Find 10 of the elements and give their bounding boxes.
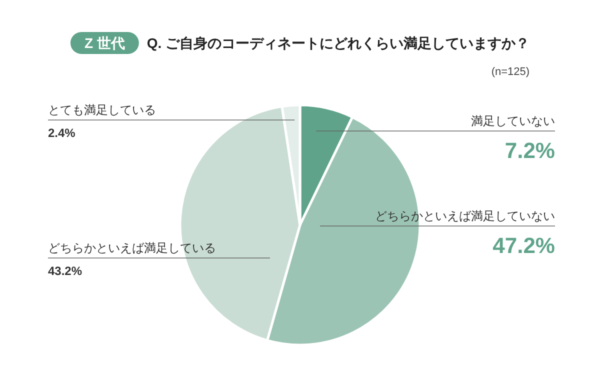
data-label: 2.4% bbox=[48, 126, 76, 140]
text: (n=125) bbox=[491, 66, 530, 78]
slice-label: 満足していない bbox=[471, 114, 555, 128]
data-label: 47.2% bbox=[492, 233, 555, 258]
data-label: 43.2% bbox=[48, 264, 82, 278]
slice-label: とても満足している bbox=[48, 103, 156, 117]
data-label: 7.2% bbox=[504, 138, 555, 163]
chart-subtitle: Z 世代 bbox=[84, 35, 125, 51]
chart-title: Q. ご自身のコーディネートにどれくらい満足していますか？ bbox=[146, 35, 530, 51]
slice-label: どちらかといえば満足している bbox=[48, 241, 216, 255]
